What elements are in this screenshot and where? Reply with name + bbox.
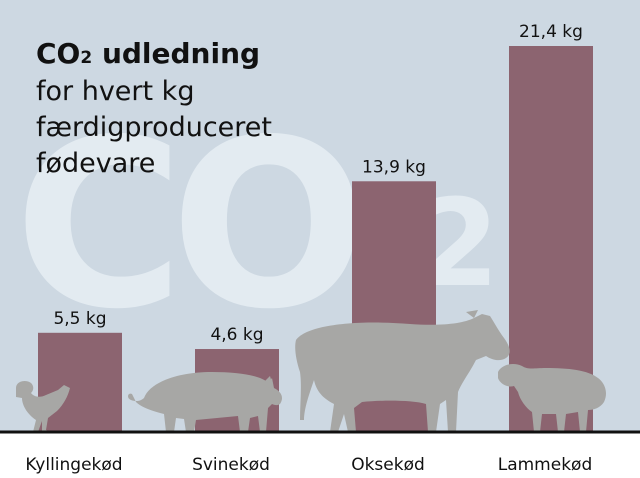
- value-labels-layer: 5,5 kg 4,6 kg 13,9 kg 21,4 kg: [53, 22, 582, 345]
- category-label: Svinekød: [192, 455, 270, 475]
- watermark-co-text: CO: [14, 90, 356, 360]
- category-labels-layer: Kyllingekød Svinekød Oksekød Lammekød: [25, 455, 592, 475]
- animals-layer: [16, 310, 606, 432]
- title-line-3: færdigproduceret: [36, 112, 272, 143]
- category-label: Lammekød: [498, 455, 593, 475]
- value-label: 21,4 kg: [519, 22, 583, 42]
- value-label: 4,6 kg: [210, 325, 263, 345]
- bar-1: [38, 332, 122, 432]
- title-line-1: CO2 udledning: [36, 38, 272, 74]
- value-label: 13,9 kg: [362, 157, 426, 177]
- title-subscript-text: 2: [80, 48, 93, 68]
- title-line-2: for hvert kg: [36, 76, 195, 107]
- category-label: Kyllingekød: [25, 455, 122, 475]
- chicken-icon: [16, 380, 70, 432]
- sheep-icon: [498, 364, 606, 432]
- title-udledning-text: udledning: [92, 37, 261, 70]
- chart-title: CO2 udledning for hvert kg færdigproduce…: [36, 38, 272, 182]
- title-line-4: fødevare: [36, 148, 156, 179]
- pig-icon: [128, 372, 282, 432]
- value-label: 5,5 kg: [53, 309, 106, 329]
- cow-icon: [295, 310, 510, 432]
- label-band: [0, 432, 640, 478]
- title-co-text: CO: [36, 37, 81, 70]
- category-label: Oksekød: [351, 455, 425, 475]
- co2-watermark: CO 2: [14, 90, 500, 360]
